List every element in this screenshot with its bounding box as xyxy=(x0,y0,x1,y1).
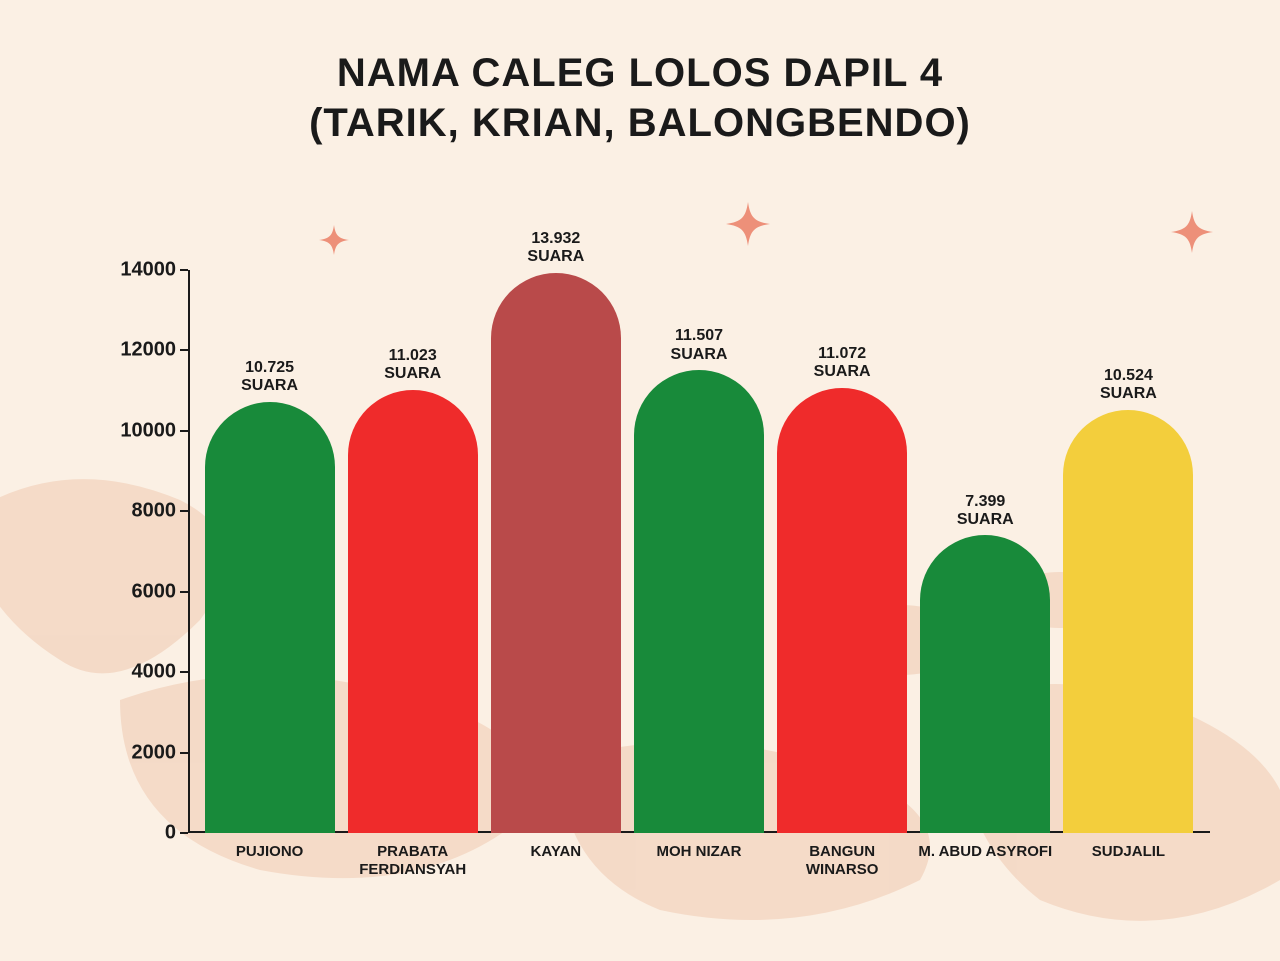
y-tick-mark xyxy=(180,591,188,593)
bar xyxy=(634,370,764,833)
bar-value: 10.524 xyxy=(1053,367,1203,385)
x-axis-labels: PUJIONOPRABATA FERDIANSYAHKAYANMOH NIZAR… xyxy=(188,833,1210,913)
bar-value: 13.932 xyxy=(481,230,631,248)
y-tick-label: 0 xyxy=(165,822,176,845)
x-axis-label: MOH NIZAR xyxy=(627,833,770,913)
y-tick-mark xyxy=(180,349,188,351)
y-tick-label: 8000 xyxy=(132,500,177,523)
bar-value-suffix: SUARA xyxy=(910,511,1060,529)
y-tick-mark xyxy=(180,269,188,271)
bar-column: 11.072SUARA xyxy=(771,270,914,833)
bar-value-label: 10.725SUARA xyxy=(195,359,345,396)
bar xyxy=(1063,410,1193,833)
bar xyxy=(205,402,335,833)
bar-value-suffix: SUARA xyxy=(481,248,631,266)
y-tick-label: 4000 xyxy=(132,661,177,684)
y-tick-label: 6000 xyxy=(132,580,177,603)
bar-value-suffix: SUARA xyxy=(624,346,774,364)
bar-column: 11.023SUARA xyxy=(341,270,484,833)
bar-value-label: 11.072SUARA xyxy=(767,345,917,382)
bar-value-label: 11.023SUARA xyxy=(338,347,488,384)
bar-value-label: 11.507SUARA xyxy=(624,327,774,364)
x-axis-label: BANGUN WINARSO xyxy=(771,833,914,913)
x-axis-label: PRABATA FERDIANSYAH xyxy=(341,833,484,913)
sparkle-icon xyxy=(319,225,349,255)
y-tick-label: 10000 xyxy=(120,419,176,442)
y-tick-label: 2000 xyxy=(132,741,177,764)
y-tick-mark xyxy=(180,430,188,432)
bar xyxy=(491,273,621,833)
bar-value: 11.023 xyxy=(338,347,488,365)
bar-column: 7.399SUARA xyxy=(914,270,1057,833)
bar-value-suffix: SUARA xyxy=(1053,385,1203,403)
chart-title-line2: (TARIK, KRIAN, BALONGBENDO) xyxy=(0,98,1280,148)
bar-column: 11.507SUARA xyxy=(627,270,770,833)
bar-value-suffix: SUARA xyxy=(195,377,345,395)
bar-column: 10.524SUARA xyxy=(1057,270,1200,833)
x-axis-label: SUDJALIL xyxy=(1057,833,1200,913)
bars-container: 10.725SUARA11.023SUARA13.932SUARA11.507S… xyxy=(188,270,1210,833)
y-tick-mark xyxy=(180,671,188,673)
y-tick-mark xyxy=(180,752,188,754)
bar xyxy=(348,390,478,833)
bar-value-label: 10.524SUARA xyxy=(1053,367,1203,404)
y-axis: 02000400060008000100001200014000 xyxy=(98,270,188,833)
bar-value-label: 13.932SUARA xyxy=(481,230,631,267)
bar-chart: 02000400060008000100001200014000 10.725S… xyxy=(98,270,1210,913)
chart-title-line1: NAMA CALEG LOLOS DAPIL 4 xyxy=(0,48,1280,98)
y-tick-label: 12000 xyxy=(120,339,176,362)
y-tick-label: 14000 xyxy=(120,259,176,282)
bar-value-suffix: SUARA xyxy=(338,365,488,383)
bar xyxy=(777,388,907,833)
plot-area: 10.725SUARA11.023SUARA13.932SUARA11.507S… xyxy=(188,270,1210,833)
bar-value-suffix: SUARA xyxy=(767,363,917,381)
x-axis-label: KAYAN xyxy=(484,833,627,913)
sparkle-icon xyxy=(726,202,770,246)
bar-column: 10.725SUARA xyxy=(198,270,341,833)
bar xyxy=(920,535,1050,833)
bar-value: 10.725 xyxy=(195,359,345,377)
bar-value: 11.507 xyxy=(624,327,774,345)
bar-column: 13.932SUARA xyxy=(484,270,627,833)
chart-title: NAMA CALEG LOLOS DAPIL 4 (TARIK, KRIAN, … xyxy=(0,48,1280,148)
sparkle-icon xyxy=(1171,211,1213,253)
x-axis-label: PUJIONO xyxy=(198,833,341,913)
bar-value: 7.399 xyxy=(910,493,1060,511)
bar-value: 11.072 xyxy=(767,345,917,363)
y-tick-mark xyxy=(180,510,188,512)
x-axis-label: M. ABUD ASYROFI xyxy=(914,833,1057,913)
bar-value-label: 7.399SUARA xyxy=(910,493,1060,530)
y-tick-mark xyxy=(180,832,188,834)
